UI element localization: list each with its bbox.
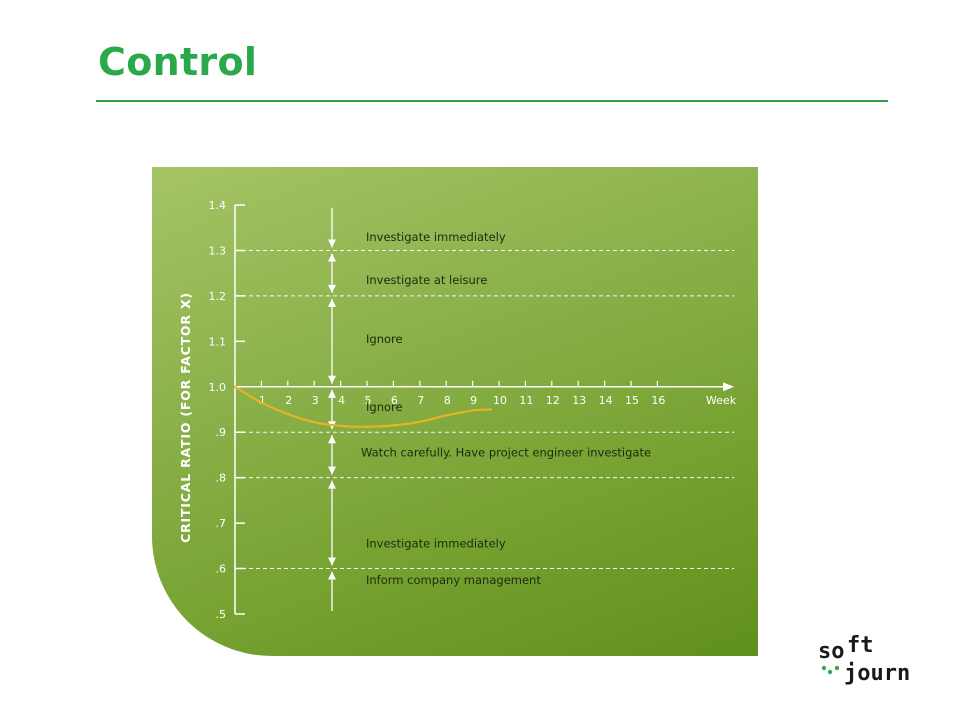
series-lines bbox=[233, 385, 493, 428]
x-tick-label: 15 bbox=[625, 394, 639, 407]
arrowhead bbox=[328, 571, 336, 580]
title-divider bbox=[96, 100, 888, 102]
x-tick-label: 8 bbox=[444, 394, 451, 407]
x-tick-label: 16 bbox=[651, 394, 665, 407]
threshold-lines bbox=[235, 249, 734, 570]
x-tick-label: 13 bbox=[572, 394, 586, 407]
region-label: Ignore bbox=[366, 400, 403, 414]
series-line bbox=[233, 385, 493, 428]
arrowhead bbox=[328, 239, 336, 248]
y-tick-label: .8 bbox=[216, 472, 227, 485]
logo-dot bbox=[821, 665, 827, 671]
x-tick-label: 10 bbox=[493, 394, 507, 407]
y-tick-label: .6 bbox=[216, 563, 227, 576]
region-label: Ignore bbox=[366, 332, 403, 346]
x-tick-label: 3 bbox=[312, 394, 319, 407]
x-tick-label: 12 bbox=[546, 394, 560, 407]
y-tick-label: .7 bbox=[216, 517, 227, 530]
logo-dot bbox=[827, 669, 833, 675]
x-tick-label: 6 bbox=[391, 394, 398, 407]
logo-text-ft: ft bbox=[847, 633, 874, 658]
x-tick-label: 1 bbox=[259, 394, 266, 407]
region-label: Investigate immediately bbox=[366, 230, 506, 244]
x-tick-label: 11 bbox=[519, 394, 533, 407]
x-tick-label: 14 bbox=[599, 394, 613, 407]
chart-panel: 1.4 1.3 1.2 1.1 1.0.9.8.7.6.5 1 2 3 4 5 6 7 8 9 10 11 12… bbox=[152, 167, 758, 656]
logo-dot bbox=[834, 665, 840, 671]
x-tick-label: 2 bbox=[285, 394, 292, 407]
arrowhead bbox=[328, 253, 336, 262]
arrowhead bbox=[328, 389, 336, 398]
arrowhead bbox=[328, 298, 336, 307]
arrowhead bbox=[328, 557, 336, 566]
logo-text-so: so bbox=[818, 639, 845, 664]
region-arrows bbox=[328, 208, 336, 611]
region-label: Watch carefully. Have project engineer i… bbox=[361, 446, 651, 460]
arrowhead bbox=[328, 435, 336, 444]
x-tick-label: 5 bbox=[365, 394, 372, 407]
x-axis-label: Week bbox=[706, 394, 737, 407]
arrowhead bbox=[328, 480, 336, 489]
arrowhead bbox=[328, 375, 336, 384]
x-tick-label: 4 bbox=[338, 394, 345, 407]
chart-svg: 1.41.31.21.11.0.9.8.7.6.51 2 3 4 5 6 7 8 9 10 11 12… bbox=[178, 199, 737, 621]
y-tick-label: .5 bbox=[216, 608, 227, 621]
arrowhead bbox=[328, 466, 336, 475]
region-label: Investigate at leisure bbox=[366, 273, 487, 287]
y-tick-label: .9 bbox=[216, 426, 227, 439]
y-tick-label: 1.1 bbox=[209, 335, 227, 348]
region-label: Inform company management bbox=[366, 573, 541, 587]
arrowhead bbox=[328, 284, 336, 293]
region-label: Investigate immediately bbox=[366, 537, 506, 551]
x-tick-label: 9 bbox=[470, 394, 477, 407]
x-tick-label: 7 bbox=[417, 394, 424, 407]
logo-text-journ: journ bbox=[844, 661, 910, 686]
page-title: Control bbox=[98, 40, 258, 84]
y-axis-label: CRITICAL RATIO (FOR FACTOR X) bbox=[178, 292, 193, 543]
y-tick-label: 1.0 bbox=[209, 381, 227, 394]
x-axis-arrowhead bbox=[723, 382, 734, 392]
axes: 1.41.31.21.11.0.9.8.7.6.51 2 3 4 5 6 7 8 9 10 11 12… bbox=[209, 199, 734, 621]
y-tick-label: 1.2 bbox=[209, 290, 227, 303]
y-tick-label: 1.4 bbox=[209, 199, 227, 212]
softjourn-logo: so ft journ bbox=[818, 632, 930, 686]
y-tick-label: 1.3 bbox=[209, 244, 227, 257]
region-labels: Investigate immediately Investigate at le… bbox=[361, 230, 651, 587]
